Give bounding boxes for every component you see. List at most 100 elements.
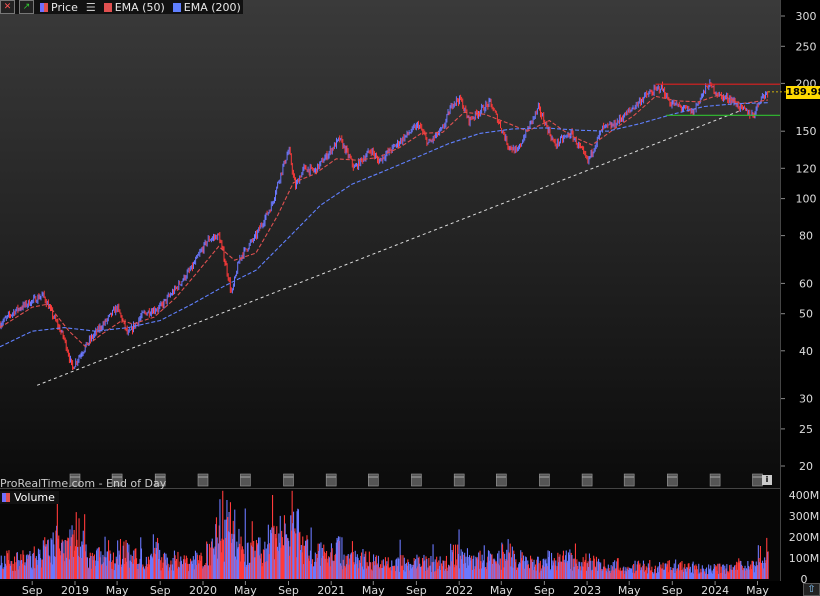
volume-bar [752, 560, 754, 579]
volume-bar [426, 558, 428, 579]
scroll-up-icon[interactable]: ⇧ [803, 583, 820, 596]
volume-bar [211, 538, 213, 579]
volume-bar [363, 569, 365, 579]
volume-bar [445, 568, 447, 579]
ema200-legend-item[interactable]: EMA (200) [171, 1, 243, 14]
volume-bar [337, 539, 339, 579]
volume-bar [290, 515, 292, 579]
volume-bar [292, 523, 294, 579]
volume-bar [101, 563, 103, 579]
volume-bar [26, 554, 28, 579]
volume-bar [617, 558, 619, 579]
volume-bar [75, 546, 77, 579]
event-calendar-icon[interactable] [111, 473, 123, 487]
price-legend-item[interactable]: Price [38, 1, 80, 14]
event-calendar-icon[interactable] [623, 473, 635, 487]
event-calendar-icon[interactable] [752, 473, 763, 487]
volume-bar [133, 559, 135, 579]
volume-bar [153, 553, 155, 579]
volume-bar [38, 554, 40, 579]
volume-bar [226, 500, 228, 579]
volume-bar [405, 562, 407, 579]
event-calendar-icon[interactable] [581, 473, 593, 487]
volume-bar [570, 568, 572, 579]
price-tick-label: 300 [796, 10, 817, 23]
close-pane-icon[interactable]: ✕ [0, 0, 15, 14]
indicator-list-icon[interactable]: ☰ [85, 0, 96, 14]
volume-bar [229, 532, 231, 579]
event-calendar-icon[interactable] [666, 473, 678, 487]
volume-bar [99, 557, 101, 579]
volume-bar [87, 567, 89, 579]
volume-bar [107, 551, 109, 579]
volume-bar [358, 568, 360, 579]
volume-bar [566, 562, 568, 579]
volume-bar [570, 552, 572, 579]
event-calendar-icon[interactable] [539, 473, 550, 487]
volume-bar [545, 558, 547, 579]
ema50-legend-item[interactable]: EMA (50) [102, 1, 167, 14]
volume-bar [17, 569, 19, 579]
trend-arrow-icon[interactable]: ↗ [19, 0, 34, 14]
info-icon[interactable]: i [762, 475, 772, 485]
volume-bar [636, 564, 638, 579]
volume-bar [527, 564, 529, 579]
volume-bar [321, 548, 323, 579]
event-calendar-icon[interactable] [283, 473, 294, 487]
event-calendar-icon[interactable] [240, 473, 251, 487]
volume-bar [164, 559, 166, 579]
volume-bar [619, 567, 621, 579]
volume-bar [762, 560, 764, 579]
volume-bar [217, 558, 219, 579]
volume-bar [229, 502, 231, 579]
volume-bar [83, 544, 85, 579]
event-calendar-icon[interactable] [411, 473, 422, 487]
volume-bar [335, 542, 337, 579]
event-calendar-icon[interactable] [453, 473, 465, 487]
volume-bar [619, 570, 621, 579]
volume-bar [373, 561, 375, 579]
volume-bar [281, 537, 283, 579]
event-calendar-icon[interactable] [154, 473, 166, 487]
volume-bar [635, 571, 637, 579]
event-calendar-icon[interactable] [197, 473, 209, 487]
volume-bar [517, 567, 519, 579]
volume-bar [283, 545, 285, 579]
event-calendar-icon[interactable] [709, 473, 721, 487]
volume-bar [626, 568, 628, 579]
volume-bar [136, 564, 138, 579]
volume-bar [450, 543, 452, 579]
volume-bar [633, 564, 635, 579]
volume-bar [42, 559, 44, 579]
volume-bar [289, 546, 291, 579]
volume-bar [333, 561, 335, 579]
volume-bar [152, 534, 154, 579]
volume-bar [722, 564, 724, 579]
volume-bar [3, 567, 5, 579]
volume-bar [242, 549, 244, 579]
volume-bar [398, 571, 400, 579]
event-calendar-icon[interactable] [367, 473, 379, 487]
event-calendar-icon[interactable] [495, 473, 507, 487]
event-calendar-icon[interactable] [69, 473, 81, 487]
volume-bar [542, 559, 544, 579]
volume-bar [384, 566, 386, 579]
pane-icons [69, 473, 763, 487]
volume-bar [536, 559, 538, 579]
volume-bar [96, 550, 98, 579]
x-tick-label: 2019 [61, 584, 89, 596]
volume-bar [530, 555, 532, 579]
event-calendar-icon[interactable] [325, 473, 337, 487]
chart-legend-toolbar: ✕ ↗ Price ☰ EMA (50) EMA (200) [0, 0, 243, 14]
volume-bar [546, 566, 548, 579]
volume-bar [54, 556, 56, 579]
volume-bar [203, 567, 205, 579]
volume-bar [443, 570, 445, 579]
volume-bar [732, 566, 734, 579]
volume-bar [123, 541, 125, 579]
volume-bar [453, 564, 455, 579]
volume-bar [767, 551, 769, 579]
volume-bar [58, 548, 60, 579]
volume-bar [13, 571, 15, 579]
